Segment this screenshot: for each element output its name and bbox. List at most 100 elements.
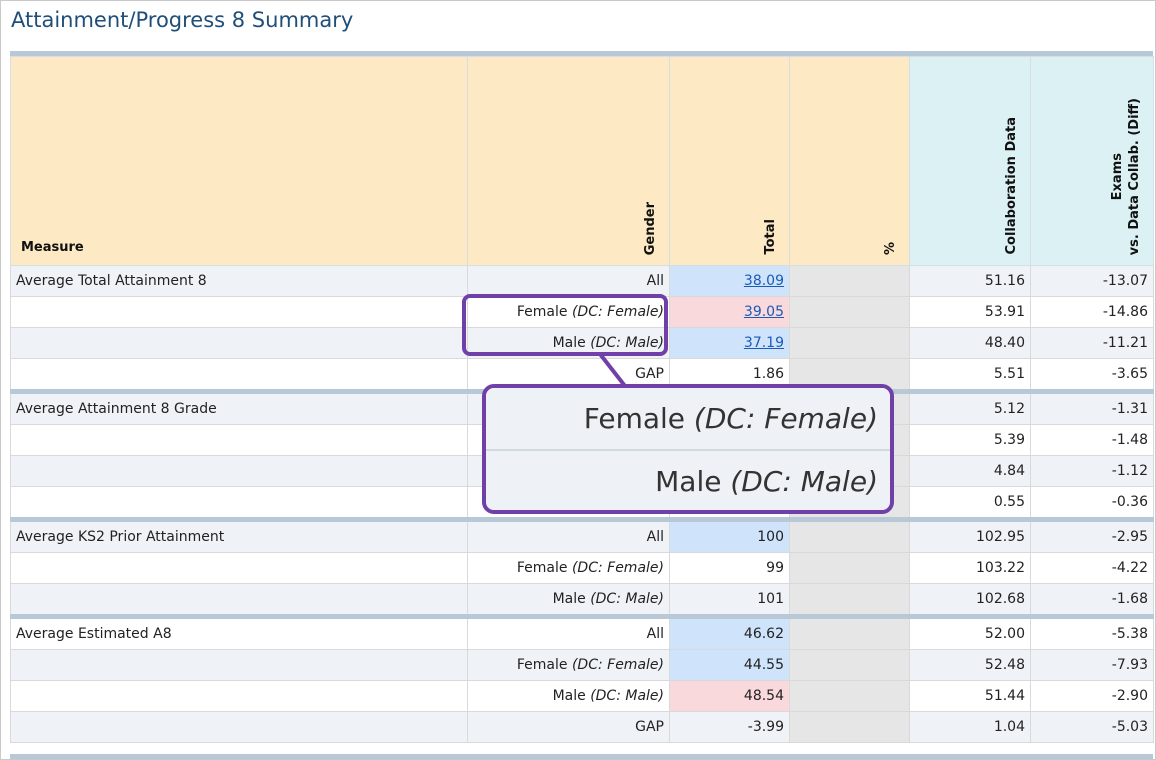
gender-cell: Female (DC: Female) — [467, 296, 670, 328]
footer-divider — [10, 754, 1153, 759]
diff-cell: -3.65 — [1030, 358, 1154, 392]
diff-cell: -1.31 — [1030, 389, 1154, 425]
measure-cell: Average KS2 Prior Attainment — [10, 517, 468, 553]
measure-cell — [10, 327, 468, 359]
table-row: Female (DC: Female) 44.55 52.48 -7.93 — [10, 649, 1154, 681]
total-link[interactable]: 38.09 — [743, 273, 784, 289]
measure-cell — [10, 455, 468, 487]
column-header-gender: Gender — [467, 56, 670, 266]
total-link[interactable]: 39.05 — [743, 304, 784, 320]
total-cell: 100 — [669, 517, 790, 553]
measure-cell — [10, 296, 468, 328]
zoom-row-male: Male (DC: Male) — [486, 451, 890, 510]
gender-cell: All — [467, 517, 670, 553]
column-header-percent: % — [789, 56, 910, 266]
percent-cell — [789, 711, 910, 743]
summary-table: Measure Gender Total % Collaboration Dat… — [10, 56, 1154, 743]
diff-cell: -14.86 — [1030, 296, 1154, 328]
diff-cell: -1.68 — [1030, 583, 1154, 617]
collab-cell: 103.22 — [909, 552, 1031, 584]
measure-cell — [10, 583, 468, 617]
diff-cell: -1.12 — [1030, 455, 1154, 487]
column-header-measure: Measure — [10, 56, 468, 266]
header-divider — [10, 51, 1153, 56]
percent-cell — [789, 614, 910, 650]
table-row: Female (DC: Female) 99 103.22 -4.22 — [10, 552, 1154, 584]
collab-cell: 52.48 — [909, 649, 1031, 681]
collab-cell: 51.16 — [909, 265, 1031, 297]
table-row: Male (DC: Male) 48.54 51.44 -2.90 — [10, 680, 1154, 712]
total-cell: 44.55 — [669, 649, 790, 681]
collab-cell: 5.12 — [909, 389, 1031, 425]
total-cell: 101 — [669, 583, 790, 617]
table-row: Average Total Attainment 8 All 38.09 51.… — [10, 265, 1154, 297]
measure-cell — [10, 711, 468, 743]
measure-cell: Average Attainment 8 Grade — [10, 389, 468, 425]
percent-cell — [789, 552, 910, 584]
zoom-callout: Female (DC: Female) Male (DC: Male) — [482, 384, 894, 514]
collab-cell: 53.91 — [909, 296, 1031, 328]
zoom-row-female: Female (DC: Female) — [486, 388, 890, 451]
diff-cell: -7.93 — [1030, 649, 1154, 681]
total-cell: 99 — [669, 552, 790, 584]
table-row: Average KS2 Prior Attainment All 100 102… — [10, 517, 1154, 553]
gender-cell: GAP — [467, 711, 670, 743]
collab-cell: 4.84 — [909, 455, 1031, 487]
collab-cell: 52.00 — [909, 614, 1031, 650]
total-cell: 38.09 — [669, 265, 790, 297]
total-cell: 39.05 — [669, 296, 790, 328]
diff-cell: -2.90 — [1030, 680, 1154, 712]
collab-cell: 5.51 — [909, 358, 1031, 392]
percent-cell — [789, 680, 910, 712]
gender-cell: Female (DC: Female) — [467, 649, 670, 681]
measure-cell — [10, 649, 468, 681]
measure-cell: Average Total Attainment 8 — [10, 265, 468, 297]
measure-cell — [10, 486, 468, 520]
percent-cell — [789, 265, 910, 297]
table-row: GAP -3.99 1.04 -5.03 — [10, 711, 1154, 743]
gender-cell: All — [467, 614, 670, 650]
column-header-total: Total — [669, 56, 790, 266]
collab-cell: 48.40 — [909, 327, 1031, 359]
measure-cell — [10, 358, 468, 392]
diff-cell: -0.36 — [1030, 486, 1154, 520]
collab-cell: 1.04 — [909, 711, 1031, 743]
measure-cell — [10, 424, 468, 456]
measure-cell: Average Estimated A8 — [10, 614, 468, 650]
column-header-collaboration-data: Collaboration Data — [909, 56, 1031, 266]
gender-cell: Male (DC: Male) — [467, 583, 670, 617]
measure-cell — [10, 552, 468, 584]
diff-cell: -1.48 — [1030, 424, 1154, 456]
table-row: Male (DC: Male) 101 102.68 -1.68 — [10, 583, 1154, 617]
gender-cell: Male (DC: Male) — [467, 680, 670, 712]
percent-cell — [789, 517, 910, 553]
diff-cell: -11.21 — [1030, 327, 1154, 359]
measure-cell — [10, 680, 468, 712]
total-cell: 48.54 — [669, 680, 790, 712]
gender-cell: All — [467, 265, 670, 297]
percent-cell — [789, 327, 910, 359]
page-title: Attainment/Progress 8 Summary — [11, 8, 354, 32]
highlight-box — [462, 294, 668, 356]
diff-cell: -13.07 — [1030, 265, 1154, 297]
collab-cell: 51.44 — [909, 680, 1031, 712]
table-row: Female (DC: Female) 39.05 53.91 -14.86 — [10, 296, 1154, 328]
diff-cell: -5.03 — [1030, 711, 1154, 743]
collab-cell: 0.55 — [909, 486, 1031, 520]
column-header-exams-vs-collab-diff: Exams vs. Data Collab. (Diff) — [1030, 56, 1154, 266]
total-link[interactable]: 37.19 — [743, 335, 784, 351]
percent-cell — [789, 296, 910, 328]
total-cell: -3.99 — [669, 711, 790, 743]
diff-cell: -5.38 — [1030, 614, 1154, 650]
total-cell: 37.19 — [669, 327, 790, 359]
collab-cell: 5.39 — [909, 424, 1031, 456]
percent-cell — [789, 649, 910, 681]
table-row: Male (DC: Male) 37.19 48.40 -11.21 — [10, 327, 1154, 359]
percent-cell — [789, 583, 910, 617]
total-cell: 46.62 — [669, 614, 790, 650]
collab-cell: 102.68 — [909, 583, 1031, 617]
diff-cell: -2.95 — [1030, 517, 1154, 553]
collab-cell: 102.95 — [909, 517, 1031, 553]
table-row: Average Estimated A8 All 46.62 52.00 -5.… — [10, 614, 1154, 650]
